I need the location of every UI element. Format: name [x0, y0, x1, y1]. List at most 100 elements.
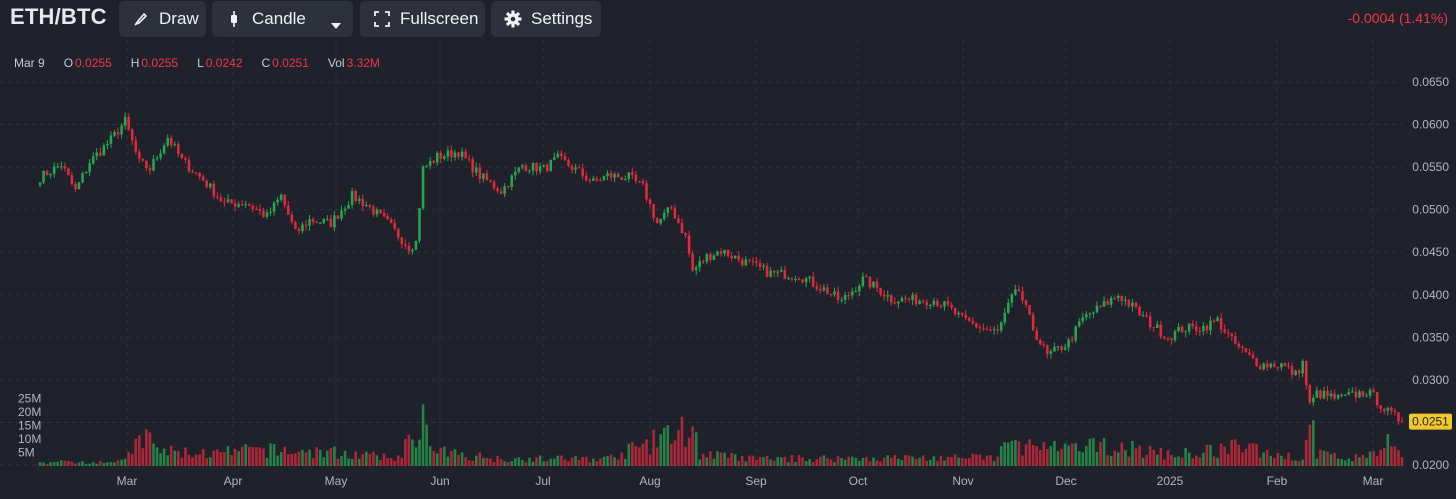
price-tick-label: 0.0400	[1412, 288, 1449, 302]
time-tick-label: Dec	[1055, 474, 1076, 488]
candle-body	[662, 212, 666, 219]
candle-body	[56, 166, 60, 168]
volume-bar	[251, 447, 255, 466]
volume-bar	[1042, 442, 1046, 466]
volume-bar	[921, 455, 925, 466]
candle-body	[1014, 289, 1017, 295]
candle-body	[666, 207, 670, 213]
volume-bar	[1319, 449, 1322, 466]
candle-body	[904, 297, 907, 300]
volume-bar	[439, 447, 443, 466]
candle-body	[762, 265, 765, 267]
candle-body	[577, 167, 581, 169]
volume-bar	[1074, 443, 1077, 466]
candle-body	[989, 329, 992, 331]
volume-bar	[414, 447, 418, 466]
last-price-marker: 0.0251	[1409, 413, 1452, 430]
volume-tick-label: 20M	[18, 405, 41, 419]
candle-body	[606, 173, 609, 177]
volume-bar	[964, 458, 968, 466]
candle-body	[826, 287, 829, 294]
volume-bar	[581, 456, 584, 466]
candle-body	[673, 208, 677, 219]
volume-bar	[609, 454, 613, 466]
volume-bar	[247, 446, 251, 466]
candle-body	[350, 190, 354, 205]
candle-body	[588, 180, 592, 182]
volume-bar	[1163, 459, 1166, 466]
candle-body	[698, 261, 701, 268]
candle-body	[921, 300, 925, 302]
fullscreen-button[interactable]: Fullscreen	[360, 1, 485, 37]
volume-bar	[350, 459, 354, 466]
candle-body	[1315, 390, 1319, 398]
volume-bar	[446, 456, 450, 466]
volume-bar	[432, 451, 435, 466]
candle-body	[169, 138, 173, 146]
volume-bar	[1177, 456, 1180, 466]
volume-bar	[1308, 424, 1312, 466]
volume-bar	[1131, 440, 1134, 466]
volume-bar	[485, 458, 489, 466]
draw-button[interactable]: Draw	[119, 1, 206, 37]
candle-body	[528, 170, 531, 172]
volume-bar	[145, 429, 148, 466]
volume-bar	[535, 457, 538, 466]
volume-bar	[1170, 455, 1173, 466]
candle-body	[1170, 338, 1173, 341]
volume-bar	[659, 434, 662, 466]
volume-bar	[1361, 454, 1365, 466]
volume-bar	[343, 450, 347, 466]
candle-body	[240, 204, 244, 206]
volume-bar	[1173, 457, 1177, 466]
candle-body	[1007, 302, 1010, 313]
volume-bar	[730, 452, 733, 466]
volume-bar	[553, 458, 556, 466]
candle-body	[343, 208, 347, 211]
volume-bar	[755, 459, 758, 466]
volume-bar	[1007, 442, 1010, 466]
volume-bar	[510, 460, 514, 466]
volume-bar	[428, 446, 432, 466]
volume-bar	[1021, 455, 1024, 466]
candle-body	[1375, 392, 1379, 406]
candle-body	[879, 287, 882, 295]
candle-body	[957, 312, 960, 315]
candle-body	[262, 210, 265, 217]
volume-bar	[1134, 448, 1138, 466]
candle-body	[819, 289, 822, 291]
volume-bar	[1276, 452, 1280, 466]
candle-body	[471, 159, 474, 173]
volume-bar	[1219, 443, 1223, 466]
volume-bar	[148, 432, 152, 466]
candle-body	[1209, 320, 1212, 331]
candle-body	[1049, 351, 1053, 354]
candle-body	[1301, 360, 1304, 374]
price-axis: 0.0650 0.0600 0.0550 0.0500 0.0450 0.0400 0.03…	[1412, 75, 1449, 472]
candle-body	[354, 190, 357, 202]
candle-body	[141, 158, 145, 161]
volume-bar	[1273, 458, 1276, 466]
volume-bar	[1141, 457, 1145, 466]
volume-bar	[1010, 440, 1014, 466]
volume-bar	[471, 460, 474, 466]
candle-body	[744, 259, 748, 266]
volume-bar	[861, 457, 865, 466]
volume-bar	[1230, 439, 1234, 466]
candle-body	[797, 278, 801, 280]
candle-body	[1230, 333, 1234, 337]
chart-type-dropdown[interactable]: Candle	[212, 1, 353, 37]
candle-body	[357, 198, 361, 202]
volume-bar	[914, 459, 918, 466]
volume-bar	[1106, 455, 1109, 466]
candle-body	[751, 260, 755, 262]
volume-bar	[1031, 445, 1035, 466]
candle-body	[737, 255, 741, 260]
settings-button[interactable]: Settings	[491, 1, 601, 37]
volume-bar	[985, 455, 989, 466]
volume-bar	[1290, 460, 1294, 466]
volume-bar	[318, 449, 322, 466]
candle-body	[244, 204, 247, 206]
volume-bar	[56, 461, 60, 466]
